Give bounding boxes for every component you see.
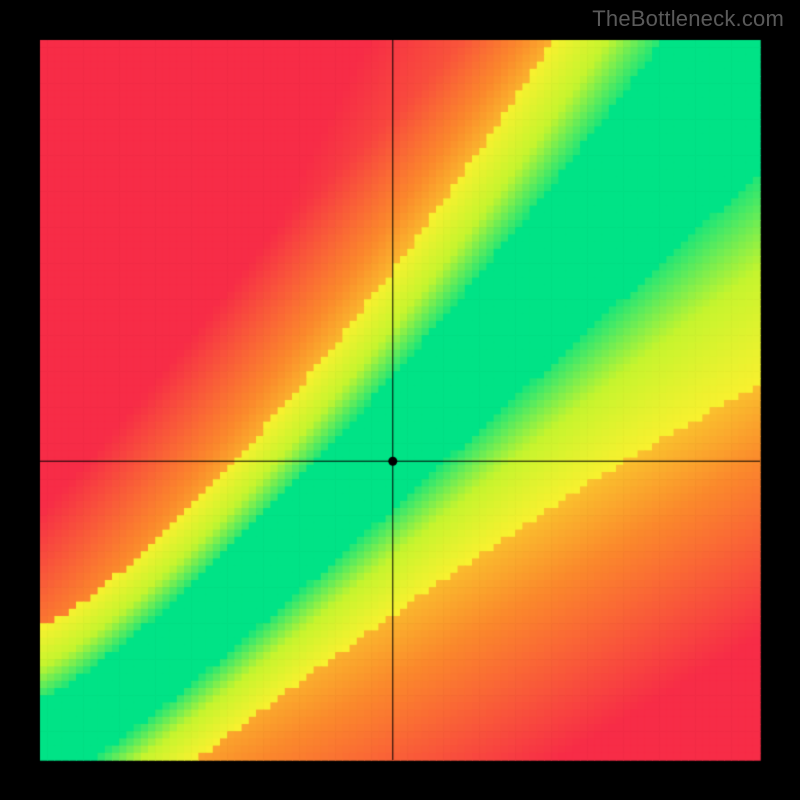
bottleneck-heatmap bbox=[0, 0, 800, 800]
watermark-text: TheBottleneck.com bbox=[592, 6, 784, 32]
chart-container: TheBottleneck.com bbox=[0, 0, 800, 800]
